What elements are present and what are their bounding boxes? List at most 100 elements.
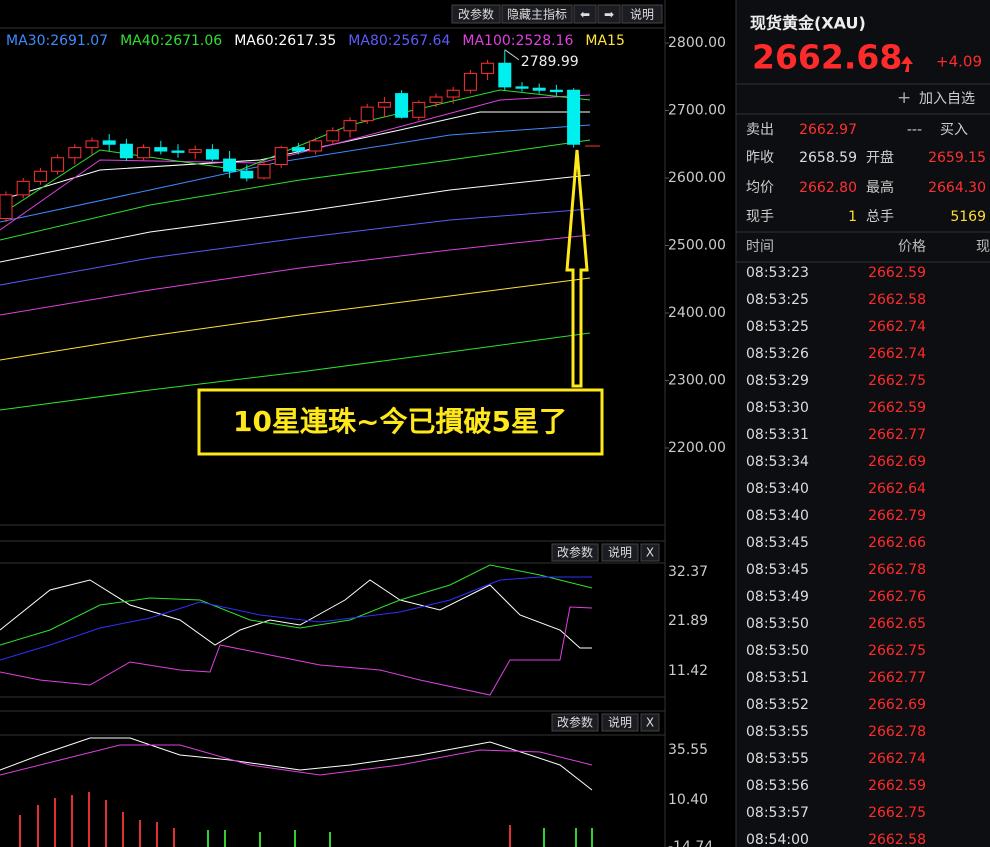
ma-legend: MA60:2617.35	[234, 33, 336, 49]
trade-price: 2662.78	[868, 724, 926, 740]
quote-stat: 2664.30	[928, 180, 986, 196]
panel-tick-label: 35.55	[668, 742, 708, 758]
candle-body	[463, 72, 477, 91]
toolbar-button-label[interactable]: ➡	[604, 8, 614, 22]
ma-line	[0, 277, 591, 361]
panel-button-label[interactable]: 说明	[608, 545, 632, 560]
panel-button[interactable]	[640, 543, 660, 562]
trade-price: 2662.65	[868, 616, 926, 632]
arrow	[565, 149, 589, 388]
trade-time: 08:53:55	[746, 724, 809, 740]
trade-time: 08:53:30	[746, 400, 809, 416]
panel-tick-label: 21.89	[668, 613, 708, 629]
plus-icon: +	[897, 88, 911, 108]
candle-body	[395, 93, 409, 118]
candle-body	[498, 62, 512, 88]
toolbar-button[interactable]	[451, 4, 501, 24]
trade-time: 08:53:49	[746, 589, 809, 605]
quote-stat: 2662.97	[799, 122, 857, 138]
candle-body	[51, 157, 65, 172]
candle-body	[412, 101, 426, 118]
trade-price: 2662.74	[868, 346, 926, 362]
panel2-lines	[0, 564, 593, 696]
panel-button[interactable]	[551, 543, 599, 562]
quote-stat: 总手	[866, 209, 894, 225]
trade-time: 08:53:40	[746, 481, 809, 497]
candle-body	[567, 89, 581, 145]
candle-body	[429, 96, 443, 103]
trade-price: 2662.74	[868, 751, 926, 767]
candle-body	[257, 164, 271, 179]
panel-button[interactable]	[601, 713, 639, 732]
candle-body	[102, 140, 116, 145]
panel-tick-label: 32.37	[668, 564, 708, 580]
trade-time: 08:53:50	[746, 643, 809, 659]
candle-body	[274, 147, 288, 165]
panel-button-label[interactable]: 改参数	[557, 545, 593, 560]
panel-button-label[interactable]: 改参数	[557, 715, 593, 730]
quote-stat: 1	[848, 209, 857, 225]
quote-stat: 2662.80	[799, 180, 857, 196]
toolbar-button[interactable]	[573, 4, 597, 24]
trade-header: 价格	[898, 239, 926, 255]
candle-body	[481, 62, 495, 74]
trade-price: 2662.75	[868, 805, 926, 821]
ma-line	[0, 139, 591, 241]
ma-legend: MA15	[585, 33, 624, 49]
max-label: 2789.99	[521, 54, 579, 70]
toolbar-button-label[interactable]: 说明	[630, 7, 654, 22]
panel-button-label[interactable]: X	[646, 546, 654, 560]
trade-price: 2662.58	[868, 292, 926, 308]
trade-price: 2662.77	[868, 427, 926, 443]
candle-body	[223, 158, 237, 172]
toolbar-button[interactable]	[597, 4, 621, 24]
toolbar-button[interactable]	[621, 4, 663, 24]
panel-button-label[interactable]: X	[646, 716, 654, 730]
toolbar-button-label[interactable]: 隐藏主指标	[507, 7, 567, 22]
panel-button[interactable]	[601, 543, 639, 562]
quote-stat: 卖出	[746, 122, 774, 138]
candle-body	[515, 86, 529, 89]
price-tick-label: 2800.00	[668, 35, 726, 51]
trade-time: 08:53:25	[746, 319, 809, 335]
candles	[0, 49, 581, 222]
panel-button[interactable]	[551, 713, 599, 732]
histogram	[19, 792, 593, 847]
quote-change: +4.09	[936, 53, 982, 71]
ma-line	[0, 94, 591, 231]
toolbar-button[interactable]	[501, 4, 573, 24]
panel-tick-label: 11.42	[668, 663, 708, 679]
ma-line	[0, 174, 591, 263]
panel-button[interactable]	[640, 713, 660, 732]
trade-price: 2662.69	[868, 454, 926, 470]
candle-body	[446, 89, 460, 98]
price-tick-label: 2600.00	[668, 170, 726, 186]
add-watchlist[interactable]: 加入自选	[919, 91, 975, 107]
panel-tick-label: -14.74	[668, 839, 713, 847]
candle-body	[154, 147, 168, 152]
candle-body	[171, 150, 185, 153]
ma-legend: MA40:2671.06	[120, 33, 222, 49]
quote-stat: 买入	[940, 122, 968, 138]
trade-time: 08:53:45	[746, 562, 809, 578]
quote-stat: 5169	[950, 209, 986, 225]
quote-stat: 最高	[866, 179, 894, 196]
trade-price: 2662.74	[868, 319, 926, 335]
trade-price: 2662.75	[868, 643, 926, 659]
candle-body	[343, 120, 357, 132]
panel-button-label[interactable]: 说明	[608, 715, 632, 730]
panel-frame	[0, 540, 666, 698]
trade-time: 08:53:34	[746, 454, 809, 470]
ma-legend: MA100:2528.16	[462, 33, 573, 49]
candle-body	[0, 194, 13, 219]
price-tick-label: 2700.00	[668, 103, 726, 119]
toolbar-button-label[interactable]: ⬅	[580, 8, 590, 22]
candle-body	[137, 147, 151, 159]
toolbar-button-label[interactable]: 改参数	[458, 7, 494, 22]
price-tick-label: 2500.00	[668, 238, 726, 254]
annotation-box	[197, 388, 604, 456]
trade-price: 2662.59	[868, 778, 926, 794]
quote-stat: 2659.15	[928, 150, 986, 166]
trade-time: 08:53:31	[746, 427, 809, 443]
candle-body	[377, 101, 391, 108]
